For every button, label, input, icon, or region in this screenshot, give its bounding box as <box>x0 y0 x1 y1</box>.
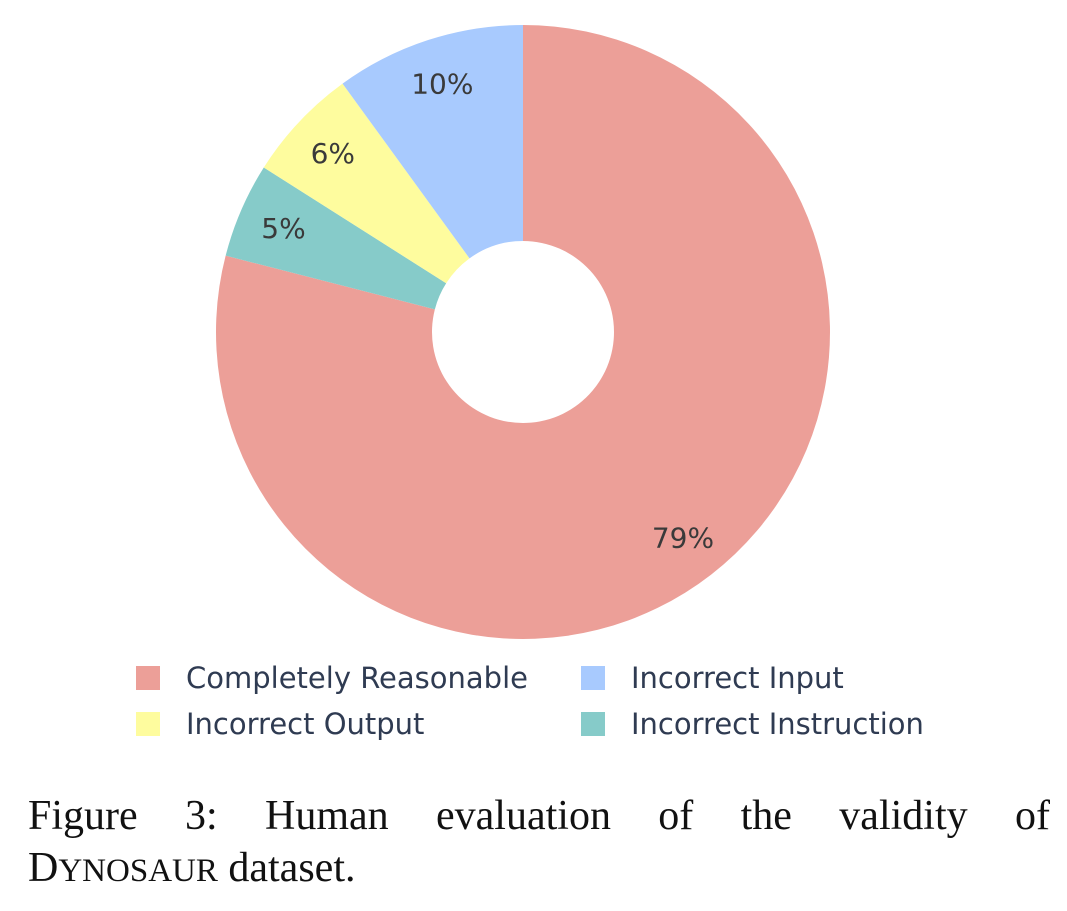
caption-word: 3: <box>185 793 218 839</box>
pie-slice-incorrect-instruction <box>225 167 447 310</box>
caption-word: evaluation <box>436 793 611 839</box>
caption-word: of <box>658 793 694 839</box>
caption-line-2: DYNOSAUR dataset. <box>28 842 1050 897</box>
caption-word: the <box>740 793 792 839</box>
legend-label: Incorrect Instruction <box>631 707 924 741</box>
legend-item-incorrect-output: Incorrect Output <box>130 707 575 741</box>
pie-slice-incorrect-input <box>342 25 523 259</box>
donut-chart: 79% 5% 6% 10% <box>215 25 830 640</box>
legend-swatch <box>136 712 160 736</box>
legend-item-incorrect-input: Incorrect Input <box>575 661 990 695</box>
slice-value-label: 10% <box>411 67 473 100</box>
legend-swatch <box>581 666 605 690</box>
pie-slice-incorrect-output <box>263 83 470 284</box>
caption-word: validity <box>839 793 968 839</box>
dataset-name-rest: YNOSAUR <box>58 853 218 889</box>
legend-swatch <box>581 712 605 736</box>
legend-label: Completely Reasonable <box>186 661 528 695</box>
legend-swatch <box>136 666 160 690</box>
caption-line-1: Figure 3: Human evaluation of the validi… <box>28 790 1050 842</box>
slice-value-label: 5% <box>261 212 305 245</box>
slice-value-label: 6% <box>311 137 355 170</box>
caption-word: of <box>1014 793 1050 839</box>
figure-caption: Figure 3: Human evaluation of the validi… <box>28 790 1050 897</box>
caption-word: Figure <box>28 793 138 839</box>
legend-item-incorrect-instruction: Incorrect Instruction <box>575 707 990 741</box>
caption-line-2-rest: dataset. <box>217 845 356 891</box>
legend-label: Incorrect Output <box>186 707 425 741</box>
slice-value-label: 79% <box>652 522 714 555</box>
chart-legend: Completely Reasonable Incorrect Input In… <box>130 661 990 741</box>
legend-item-completely-reasonable: Completely Reasonable <box>130 661 575 695</box>
caption-word: Human <box>265 793 389 839</box>
pie-slice-completely-reasonable <box>215 25 830 640</box>
legend-label: Incorrect Input <box>631 661 844 695</box>
dataset-name-initial: D <box>28 845 59 891</box>
